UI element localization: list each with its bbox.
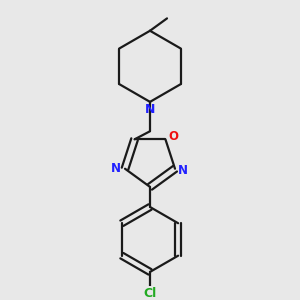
Text: N: N [111, 162, 121, 175]
Text: N: N [145, 103, 155, 116]
Text: O: O [168, 130, 178, 143]
Text: N: N [178, 164, 188, 177]
Text: Cl: Cl [143, 287, 157, 300]
